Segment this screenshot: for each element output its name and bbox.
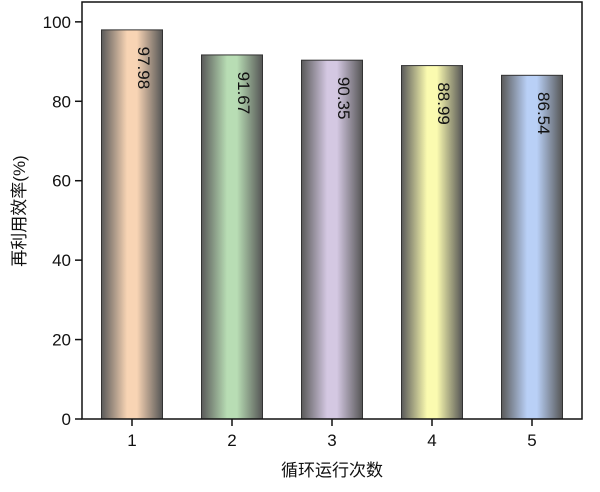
data-label-1: 97.98 bbox=[134, 47, 153, 90]
x-axis-label: 循环运行次数 bbox=[281, 461, 383, 480]
bar-5 bbox=[501, 74, 563, 420]
y-tick-label: 20 bbox=[52, 331, 71, 350]
bar-1 bbox=[101, 29, 163, 420]
y-tick-label: 100 bbox=[43, 13, 71, 32]
data-label-4: 88.99 bbox=[434, 82, 453, 125]
x-tick-label: 3 bbox=[327, 431, 336, 450]
bar-4 bbox=[401, 65, 463, 420]
data-label-5: 86.54 bbox=[534, 92, 553, 135]
data-label-3: 90.35 bbox=[334, 77, 353, 120]
y-tick-label: 80 bbox=[52, 92, 71, 111]
data-label-2: 91.67 bbox=[234, 72, 253, 115]
y-axis-label: 再利用效率(%) bbox=[10, 155, 29, 266]
x-tick-label: 1 bbox=[127, 431, 136, 450]
bar-2 bbox=[201, 54, 263, 420]
y-tick-label: 0 bbox=[62, 410, 71, 429]
y-tick-label: 60 bbox=[52, 172, 71, 191]
bar-3 bbox=[301, 59, 363, 420]
y-tick-label: 40 bbox=[52, 251, 71, 270]
x-tick-label: 4 bbox=[427, 431, 436, 450]
x-tick-label: 2 bbox=[227, 431, 236, 450]
x-tick-label: 5 bbox=[527, 431, 536, 450]
